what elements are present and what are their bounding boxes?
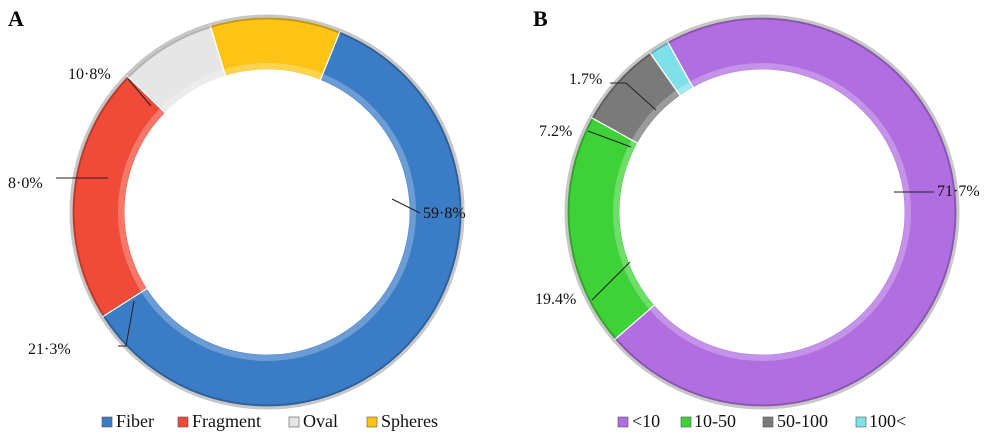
donut-slice-rim-oval <box>125 23 211 78</box>
donut-slice-100lt <box>648 40 694 97</box>
legend-label-fragment: Fragment <box>192 411 261 431</box>
leader-line-50-100 <box>587 130 632 148</box>
panel-label-a: A <box>8 6 24 31</box>
donut-slice-fiber <box>101 30 463 408</box>
donut-slices-a <box>69 14 465 410</box>
legend-swatch-spheres <box>366 416 378 428</box>
legend-label-fiber: Fiber <box>116 411 154 431</box>
donut-slice-rim-50-100 <box>589 50 652 119</box>
donut-slice-highlight-lt10 <box>649 63 911 361</box>
chart-panel-a: A 59·8% 21·3% 8·0% 10·8% Fiber Fragment Oval S… <box>8 6 466 431</box>
data-label-oval: 8·0% <box>8 175 43 192</box>
legend-swatch-fragment <box>177 416 189 428</box>
data-label-lt10: 71·7% <box>937 183 980 200</box>
donut-slice-highlight-spheres <box>223 63 323 80</box>
donut-slice-rim-fragment <box>69 74 130 319</box>
donut-slice-rim-spheres <box>209 14 341 34</box>
legend-swatch-50-100 <box>762 416 774 428</box>
legend-label-lt10: <10 <box>632 411 660 431</box>
donut-slice-rim-fiber <box>100 28 465 410</box>
legend-swatch-lt10 <box>617 416 629 428</box>
donut-slice-highlight-fiber <box>141 73 416 361</box>
donut-slice-highlight-50-100 <box>631 90 680 143</box>
legend-swatch-100lt <box>855 416 867 428</box>
data-labels-b: 71·7% 19.4% 7.2% 1.7% <box>535 71 980 308</box>
legend-b: <10 10-50 50-100 100< <box>617 411 906 431</box>
donut-slice-spheres <box>209 16 341 82</box>
leader-line-fiber <box>391 198 421 214</box>
legend-label-100lt: 100< <box>869 411 906 431</box>
donut-slice-highlight-fragment <box>118 108 165 293</box>
data-label-spheres: 10·8% <box>68 66 111 83</box>
donut-slice-10-50 <box>566 116 656 341</box>
legend-label-50-100: 50-100 <box>777 411 828 431</box>
donut-slice-rim-10-50 <box>564 116 617 342</box>
leader-line-spheres <box>127 78 152 107</box>
data-labels-a: 59·8% 21·3% 8·0% 10·8% <box>8 66 466 358</box>
chart-panel-b: B 71·7% 19.4% 7.2% 1.7% <10 10-50 50-100 100< <box>533 6 980 431</box>
donut-slice-lt10 <box>613 16 958 408</box>
panel-label-b: B <box>533 6 548 31</box>
data-label-10-50: 19.4% <box>535 291 576 308</box>
legend-a: Fiber Fragment Oval Spheres <box>101 411 438 431</box>
donut-slice-highlight-oval <box>160 69 226 113</box>
donut-slice-rim-100lt <box>648 39 669 55</box>
legend-label-oval: Oval <box>303 411 338 431</box>
data-label-50-100: 7.2% <box>539 123 572 140</box>
data-label-fragment: 21·3% <box>28 341 71 358</box>
leader-line-10-50 <box>591 261 631 301</box>
legend-label-spheres: Spheres <box>381 411 438 431</box>
leader-line-fragment <box>118 300 135 347</box>
donut-slice-highlight-10-50 <box>613 139 654 310</box>
donut-slice-highlight-100lt <box>676 81 693 96</box>
leader-line-100lt <box>610 82 657 111</box>
data-label-100lt: 1.7% <box>569 71 602 88</box>
legend-swatch-oval <box>288 416 300 428</box>
legend-swatch-10-50 <box>680 416 692 428</box>
donut-slice-rim-lt10 <box>612 14 960 410</box>
legend-swatch-fiber <box>101 416 113 428</box>
legend-label-10-50: 10-50 <box>694 411 736 431</box>
donut-slices-b <box>564 14 960 410</box>
data-label-fiber: 59·8% <box>423 205 466 222</box>
